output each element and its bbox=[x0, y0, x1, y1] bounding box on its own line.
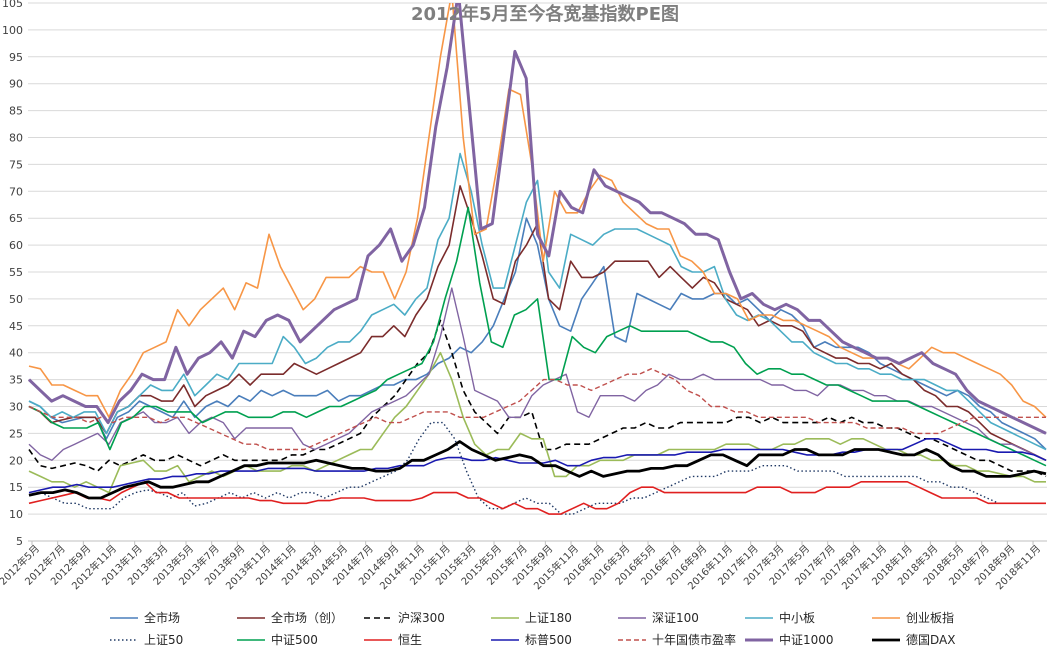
legend-label: 中证1000 bbox=[779, 632, 834, 647]
legend-label: 上证50 bbox=[144, 633, 183, 647]
legend-label: 中小板 bbox=[779, 610, 815, 625]
y-tick-label: 75 bbox=[9, 158, 23, 171]
series-line bbox=[28, 480, 1046, 515]
y-tick-label: 20 bbox=[9, 454, 23, 467]
series-line bbox=[28, 440, 1047, 500]
y-tick-label: 70 bbox=[9, 185, 23, 198]
y-tick-label: 95 bbox=[9, 51, 23, 64]
legend-label: 上证180 bbox=[525, 611, 572, 625]
y-tick-label: 40 bbox=[9, 347, 23, 360]
legend-label: 中证500 bbox=[271, 632, 318, 647]
y-tick-label: 35 bbox=[9, 374, 23, 387]
chart-title: 2012年5月至今各宽基指数PE图 bbox=[411, 3, 679, 25]
y-tick-label: 105 bbox=[2, 0, 23, 10]
y-tick-label: 15 bbox=[9, 481, 23, 494]
y-tick-label: 85 bbox=[9, 105, 23, 118]
y-tick-label: 50 bbox=[9, 293, 23, 306]
legend-label: 沪深300 bbox=[398, 611, 445, 625]
y-tick-label: 65 bbox=[9, 212, 23, 225]
legend-label: 标普500 bbox=[525, 633, 572, 647]
y-tick-label: 5 bbox=[16, 535, 23, 548]
legend-label: 恒生 bbox=[398, 633, 422, 647]
legend-label: 德国DAX bbox=[906, 632, 955, 647]
y-tick-label: 100 bbox=[2, 24, 23, 37]
y-tick-label: 45 bbox=[9, 320, 23, 333]
y-tick-label: 55 bbox=[9, 266, 23, 279]
legend-label: 十年国债市盈率 bbox=[652, 632, 736, 647]
series-line bbox=[28, 152, 1047, 451]
series-line bbox=[28, 351, 1046, 494]
series-line bbox=[28, 319, 1047, 478]
series-line bbox=[28, 217, 1047, 451]
series-line bbox=[28, 3, 1047, 435]
legend-label: 全市场（创） bbox=[271, 610, 343, 625]
y-tick-label: 90 bbox=[9, 78, 23, 91]
y-tick-label: 10 bbox=[9, 508, 23, 521]
y-tick-label: 30 bbox=[9, 401, 23, 414]
legend-label: 深证100 bbox=[652, 611, 699, 625]
y-tick-label: 25 bbox=[9, 427, 23, 440]
series-layer bbox=[28, 3, 1047, 515]
series-line bbox=[28, 421, 1046, 515]
series-line bbox=[28, 287, 1047, 461]
y-tick-label: 80 bbox=[9, 132, 23, 145]
series-line bbox=[28, 368, 1046, 451]
legend-label: 全市场 bbox=[144, 610, 180, 625]
legend-label: 创业板指 bbox=[906, 610, 954, 625]
series-line bbox=[28, 206, 1047, 467]
y-tick-label: 60 bbox=[9, 239, 23, 252]
